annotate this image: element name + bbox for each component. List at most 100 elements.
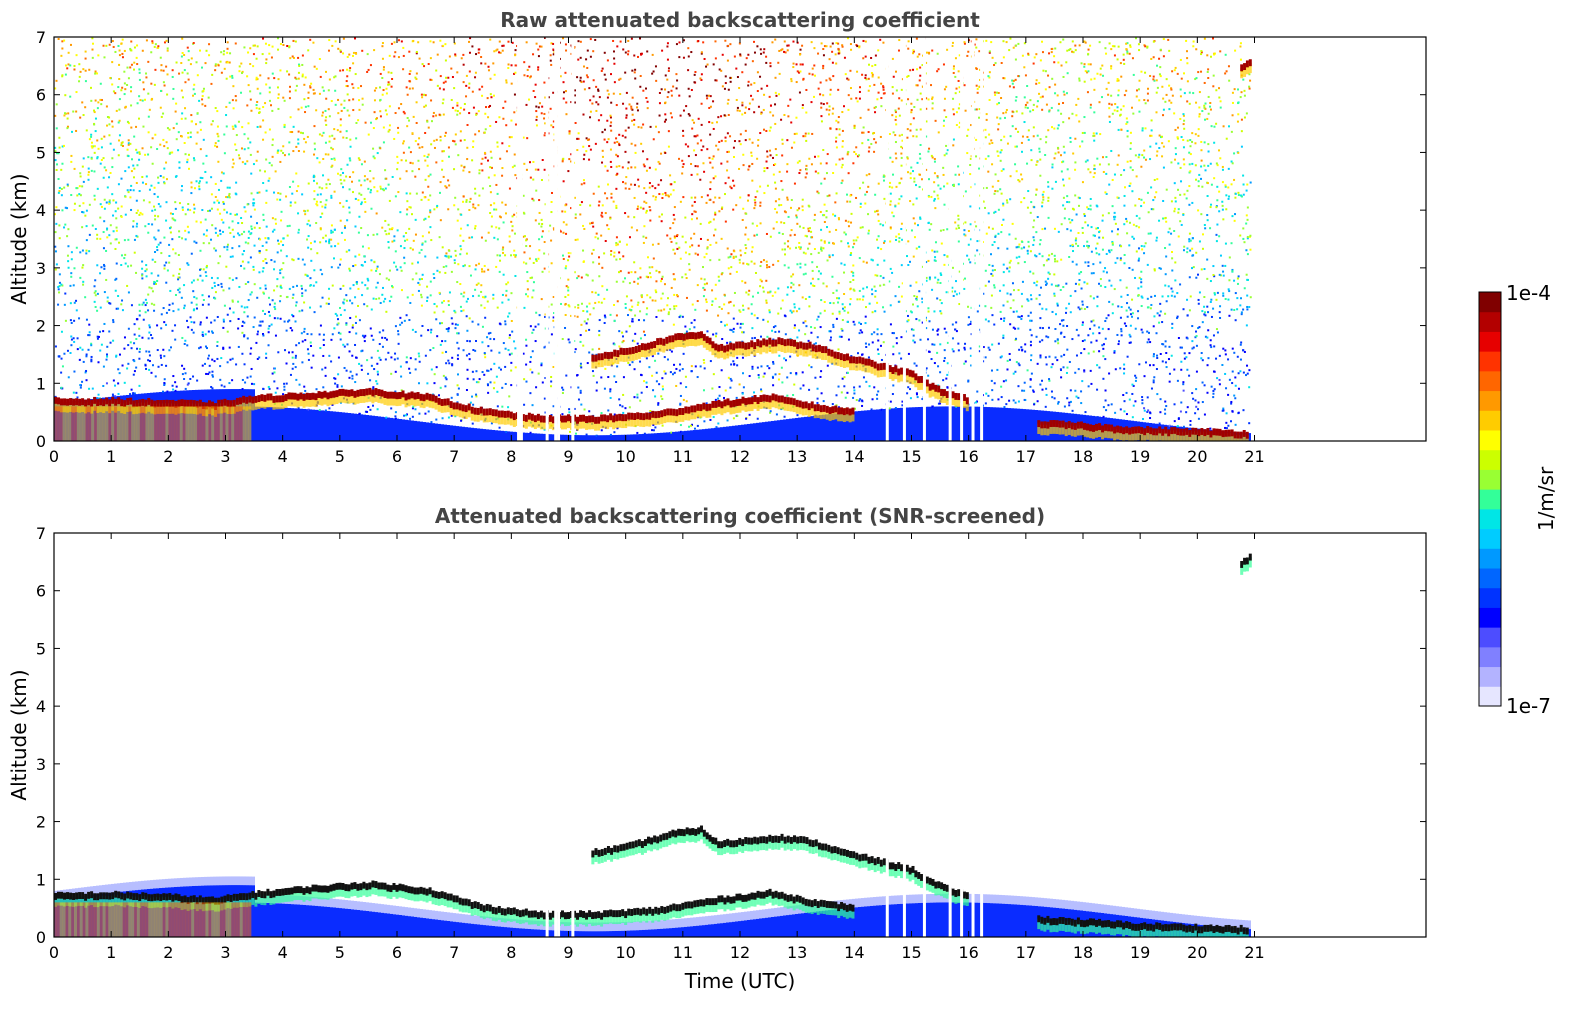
panel-raw-surface-mark bbox=[96, 406, 100, 441]
colorbar-step bbox=[1479, 311, 1501, 332]
panel-screened-surface-mark bbox=[62, 902, 66, 937]
panel-screened-surface-mark bbox=[202, 902, 206, 937]
panel-screened-data-gap bbox=[980, 533, 984, 937]
panel-raw-surface-mark bbox=[174, 406, 178, 441]
panel-raw-surface-mark bbox=[136, 406, 140, 441]
panel-screened-title: Attenuated backscattering coefficient (S… bbox=[435, 504, 1045, 528]
panel-raw-x-tick-label: 20 bbox=[1187, 447, 1207, 466]
panel-screened-layers bbox=[54, 553, 1252, 937]
panel-screened-surface-mark bbox=[142, 902, 146, 937]
panel-raw-surface-mark bbox=[168, 406, 172, 441]
panel-raw-surface-mark bbox=[82, 406, 86, 441]
panel-raw-surface-mark bbox=[131, 406, 135, 441]
panel-raw-y-tick-label: 7 bbox=[36, 28, 46, 47]
panel-raw-surface-mark bbox=[245, 406, 249, 441]
panel-screened-surface-mark bbox=[105, 902, 109, 937]
panel-screened-surface-mark bbox=[136, 902, 140, 937]
panel-screened-surface-mark bbox=[128, 902, 132, 937]
panel-screened-surface-mark bbox=[56, 902, 60, 937]
panel-screened-surface-mark bbox=[134, 902, 138, 937]
panel-raw-data-gap bbox=[971, 37, 975, 441]
panel-screened-surface-mark bbox=[179, 902, 183, 937]
panel-raw-surface-mark bbox=[65, 406, 69, 441]
colorbar-step bbox=[1479, 292, 1501, 313]
panel-raw-surface-mark bbox=[228, 406, 232, 441]
panel-raw-surface-mark bbox=[211, 406, 215, 441]
panel-screened-surface-mark bbox=[199, 902, 203, 937]
panel-screened-surface-mark bbox=[82, 902, 86, 937]
panel-raw-surface-mark bbox=[219, 406, 223, 441]
panel-raw-title: Raw attenuated backscattering coefficien… bbox=[500, 8, 980, 32]
colorbar-step bbox=[1479, 528, 1501, 549]
panel-raw-backscatter-field bbox=[54, 37, 1252, 441]
colorbar-step bbox=[1479, 607, 1501, 628]
panel-screened-surface-mark bbox=[211, 902, 215, 937]
panel-raw-surface-mark bbox=[196, 406, 200, 441]
panel-screened-surface-mark bbox=[219, 902, 223, 937]
panel-screened-surface-mark bbox=[94, 902, 98, 937]
panel-raw-y-label: Altitude (km) bbox=[7, 173, 31, 304]
colorbar-step bbox=[1479, 331, 1501, 352]
colorbar-step bbox=[1479, 469, 1501, 490]
panel-screened-surface-mark bbox=[194, 902, 198, 937]
panel-raw-surface-mark bbox=[205, 406, 209, 441]
panel-screened-y-tick-label: 2 bbox=[36, 813, 46, 832]
panel-screened-surface-mark bbox=[111, 902, 115, 937]
colorbar-step bbox=[1479, 548, 1501, 569]
panel-raw-surface-mark bbox=[74, 406, 78, 441]
panel-screened-surface-mark bbox=[236, 902, 240, 937]
panel-screened-x-tick-label: 9 bbox=[563, 943, 573, 962]
panel-screened-surface-mark bbox=[174, 902, 178, 937]
panel-raw-y-tick-label: 3 bbox=[36, 259, 46, 278]
panel-screened-surface-mark bbox=[239, 902, 243, 937]
panel-raw-data-gap bbox=[885, 37, 889, 441]
panel-screened-surface-mark bbox=[122, 902, 126, 937]
panel-raw: Raw attenuated backscattering coefficien… bbox=[7, 8, 1427, 466]
panel-screened-surface-mark bbox=[68, 902, 72, 937]
panel-screened-data-gap bbox=[902, 533, 906, 937]
colorbar-step bbox=[1479, 666, 1501, 687]
panel-raw-surface-mark bbox=[79, 406, 83, 441]
panel-raw-data-gap bbox=[554, 37, 558, 441]
panel-raw-x-tick-label: 21 bbox=[1244, 447, 1264, 466]
panel-screened-surface-mark bbox=[145, 902, 149, 937]
panel-raw-surface-mark bbox=[222, 406, 226, 441]
panel-raw-x-tick-label: 13 bbox=[787, 447, 807, 466]
panel-raw-surface-mark bbox=[216, 406, 220, 441]
panel-screened-surface-mark bbox=[131, 902, 135, 937]
panel-screened-surface-mark bbox=[242, 902, 246, 937]
panel-raw-y-tick-label: 4 bbox=[36, 201, 46, 220]
panel-raw-surface-mark bbox=[128, 406, 132, 441]
panel-screened-surface-mark bbox=[108, 902, 112, 937]
x-axis-label: Time (UTC) bbox=[684, 969, 796, 993]
panel-screened-surface-mark bbox=[159, 902, 163, 937]
colorbar-max-label: 1e-4 bbox=[1506, 281, 1551, 305]
panel-raw-surface-mark bbox=[156, 406, 160, 441]
panel-raw-surface-mark bbox=[162, 406, 166, 441]
panel-screened-y-tick-label: 6 bbox=[36, 582, 46, 601]
panel-screened-y-tick-label: 1 bbox=[36, 870, 46, 889]
panel-screened: Attenuated backscattering coefficient (S… bbox=[7, 504, 1427, 993]
panel-raw-y-tick-label: 2 bbox=[36, 317, 46, 336]
panel-raw-data-gap bbox=[545, 37, 549, 441]
panel-screened-data-gap bbox=[554, 533, 558, 937]
panel-screened-frame bbox=[53, 532, 1427, 938]
panel-screened-surface-mark bbox=[74, 902, 78, 937]
panel-screened-y-tick-label: 3 bbox=[36, 755, 46, 774]
panel-raw-surface-mark bbox=[236, 406, 240, 441]
panel-screened-surface-mark bbox=[216, 902, 220, 937]
panel-screened-surface-mark bbox=[191, 902, 195, 937]
panel-screened-surface-mark bbox=[116, 902, 120, 937]
panel-screened-x-tick-label: 10 bbox=[615, 943, 635, 962]
panel-raw-x-tick-label: 6 bbox=[392, 447, 402, 466]
panel-screened-surface-mark bbox=[225, 902, 229, 937]
colorbar-step bbox=[1479, 627, 1501, 648]
panel-screened-surface-mark bbox=[182, 902, 186, 937]
panel-raw-data-gap bbox=[557, 37, 561, 441]
colorbar-step bbox=[1479, 568, 1501, 589]
panel-raw-surface-mark bbox=[91, 406, 95, 441]
panel-raw-surface-mark bbox=[88, 406, 92, 441]
panel-screened-plot-area bbox=[54, 533, 1252, 937]
panel-screened-x-tick-label: 2 bbox=[163, 943, 173, 962]
panel-screened-surface-mark bbox=[214, 902, 218, 937]
